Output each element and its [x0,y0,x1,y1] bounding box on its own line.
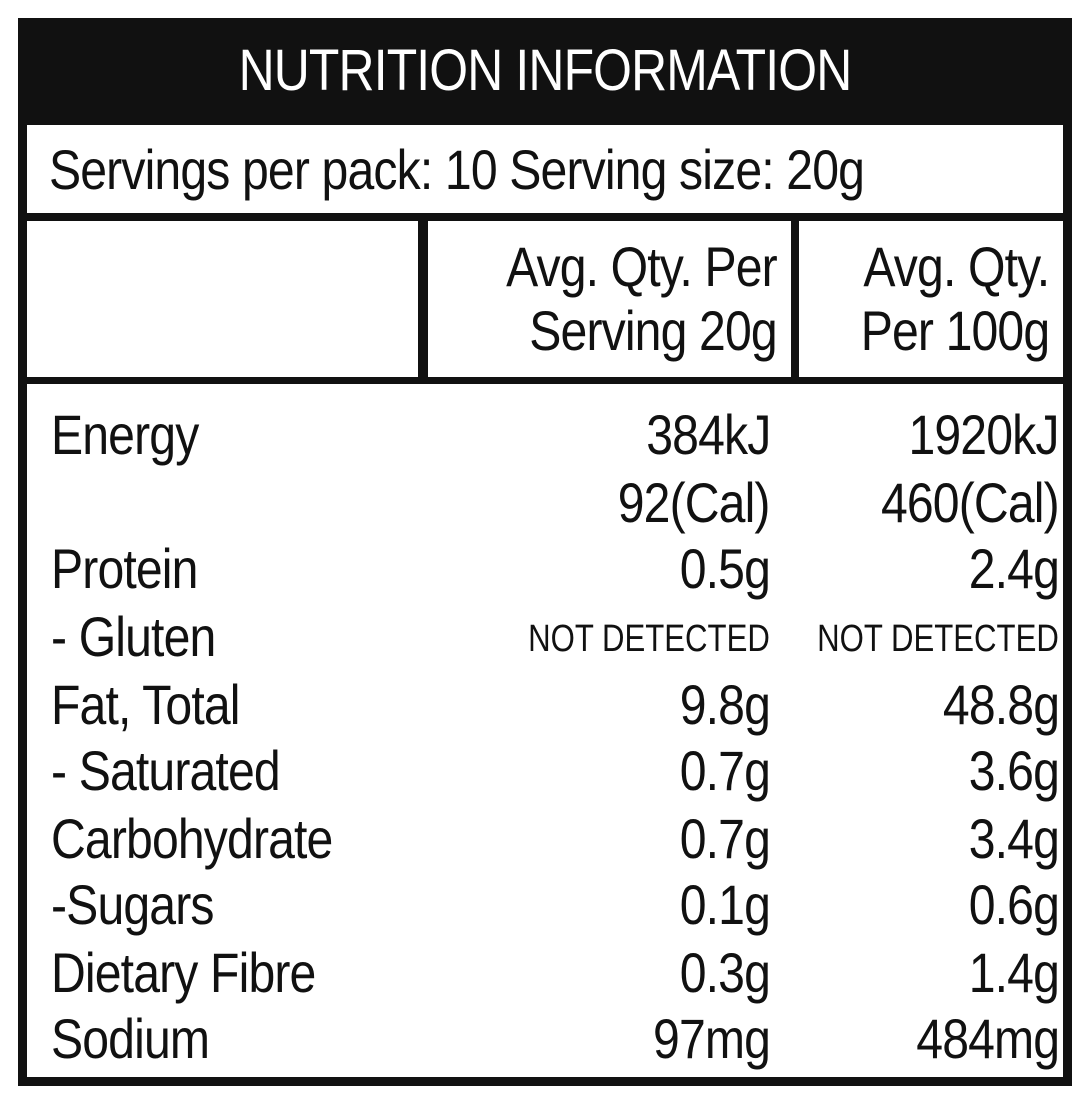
servings-text: Servings per pack: 10 Serving size: 20g [49,137,865,201]
per-serving-value: 92(Cal) [618,471,771,534]
nutrient-name: Carbohydrate [51,807,333,870]
nutrient-name: Sodium [51,1007,210,1070]
header-per-100g-label: Avg. Qty. Per 100g [860,235,1049,363]
per-serving-value: 97mg [652,1007,771,1070]
per-100g-value: 3.6g [968,739,1060,802]
per-100g-value: NOT DETECTED [817,618,1059,660]
per-100g-value: 3.4g [968,807,1060,870]
per-100g-value: 2.4g [968,537,1060,600]
nutrient-name: Dietary Fibre [51,941,316,1004]
per-serving-value: 0.3g [679,941,771,1004]
header-per-serving-line2: Serving 20g [529,299,777,362]
header-per-serving-label: Avg. Qty. Per Serving 20g [506,235,778,363]
nutrient-name: Protein [51,537,198,600]
nutrient-name: - Saturated [51,739,281,802]
per-serving-value: 384kJ [645,403,771,466]
nutrient-name: Fat, Total [51,673,240,736]
per-100g-value: 1920kJ [908,403,1060,466]
nutrient-name: -Sugars [51,873,214,936]
header-per-100g-line1: Avg. Qty. [863,235,1050,298]
nutrition-panel: NUTRITION INFORMATION Servings per pack:… [18,18,1072,1086]
nutrient-name: Energy [51,403,199,466]
servings-info: Servings per pack: 10 Serving size: 20g [27,125,1063,213]
per-serving-value: 9.8g [679,673,771,736]
header-per-100g-line2: Per 100g [860,299,1049,362]
per-serving-value: 0.1g [679,873,771,936]
per-serving-value: 0.5g [679,537,771,600]
per-100g-value: 1.4g [968,941,1060,1004]
per-100g-value: 460(Cal) [881,471,1060,534]
header-per-serving: Avg. Qty. Per Serving 20g [428,221,791,377]
nutrient-table-body: Energy 384kJ 1920kJ 92(Cal) 460(Cal) Pro… [27,384,1063,1077]
header-nutrient-column [27,221,418,377]
panel-title: NUTRITION INFORMATION [238,38,853,103]
header-per-serving-line1: Avg. Qty. Per [506,235,778,298]
per-100g-value: 0.6g [968,873,1060,936]
per-serving-value: NOT DETECTED [528,618,770,660]
per-serving-value: 0.7g [679,739,771,802]
per-100g-value: 48.8g [942,673,1060,736]
per-serving-value: 0.7g [679,807,771,870]
header-per-100g: Avg. Qty. Per 100g [799,221,1063,377]
nutrient-name: - Gluten [51,605,216,668]
per-100g-value: 484mg [916,1007,1060,1070]
